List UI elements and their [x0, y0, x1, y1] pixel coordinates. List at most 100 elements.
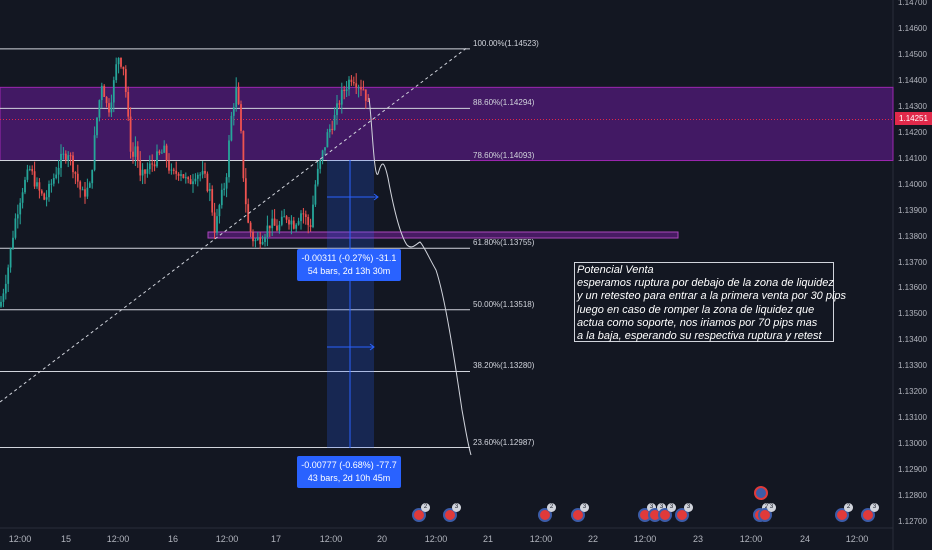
candle-body	[220, 189, 223, 206]
candle-body	[290, 220, 293, 225]
candle-body	[259, 237, 262, 245]
candle-body	[45, 197, 48, 200]
price-tick-label: 1.14200	[898, 127, 927, 137]
price-tick-label: 1.14400	[898, 75, 927, 85]
price-tick-label: 1.13000	[898, 439, 927, 449]
candle-body	[7, 267, 10, 284]
support-zone	[207, 231, 679, 239]
price-tick-label: 1.13500	[898, 309, 927, 319]
candle-body	[230, 115, 233, 141]
price-tick-label: 1.14100	[898, 153, 927, 163]
candle-body	[316, 168, 319, 185]
candle-body	[314, 184, 317, 205]
event-count-badge: 3	[667, 503, 676, 512]
candle-body	[84, 189, 86, 197]
candle-body	[122, 66, 125, 70]
candle-body	[43, 193, 46, 200]
candle-body	[14, 218, 17, 238]
candle-body	[170, 169, 173, 171]
candle-body	[283, 216, 286, 218]
price-tick-label: 1.13300	[898, 361, 927, 371]
candle-body	[127, 92, 130, 117]
candle-body	[309, 225, 312, 228]
candle-body	[340, 89, 343, 105]
price-tick-label: 1.12900	[898, 465, 927, 475]
candle-body	[266, 225, 269, 238]
candle-body	[81, 189, 84, 191]
candle-body	[276, 225, 278, 231]
price-tick-label: 1.12800	[898, 491, 927, 501]
candle-body	[237, 86, 240, 105]
candle-body	[57, 167, 60, 175]
measure-box-first[interactable]: -0.00311 (-0.27%) -31.1 54 bars, 2d 13h …	[297, 249, 401, 281]
candle-body	[69, 155, 72, 157]
time-tick-label: 12:00	[8, 534, 32, 544]
candle-body	[216, 216, 218, 233]
candle-body	[297, 221, 300, 225]
candle-body	[247, 204, 250, 223]
candle-body	[31, 168, 34, 172]
candle-body	[288, 219, 290, 225]
candle-body	[100, 85, 103, 101]
drawing-overlay	[0, 46, 472, 456]
candle-body	[36, 182, 38, 187]
price-tick-label: 1.13800	[898, 231, 927, 241]
event-count-badge: 2	[844, 503, 853, 512]
candle-body	[331, 128, 334, 130]
candle-body	[0, 301, 2, 307]
candle-body	[105, 96, 108, 104]
liquidity-zones	[0, 86, 894, 239]
measure-box-second[interactable]: -0.00777 (-0.68%) -77.7 43 bars, 2d 10h …	[297, 456, 401, 488]
candle-body	[144, 169, 146, 174]
time-tick-label: 22	[587, 534, 599, 544]
event-count-badge: 3	[767, 503, 776, 512]
analysis-note[interactable]: Potencial Venta esperamos ruptura por de…	[574, 262, 847, 342]
candlestick-series	[0, 57, 370, 308]
candle-body	[24, 179, 26, 193]
candle-body	[328, 128, 331, 133]
candle-body	[172, 169, 175, 171]
candle-body	[12, 237, 14, 249]
price-tick-label: 1.13900	[898, 205, 927, 215]
candle-body	[129, 116, 132, 152]
candle-body	[108, 103, 110, 113]
candle-body	[196, 174, 199, 179]
candle-body	[60, 153, 62, 168]
candle-body	[249, 222, 252, 232]
price-tick-label: 1.14300	[898, 101, 927, 111]
candle-body	[52, 178, 55, 184]
note-line: y un retesteo para entrar a la primera v…	[577, 290, 847, 303]
price-tick-label: 1.14700	[898, 0, 927, 7]
candle-body	[55, 174, 58, 179]
event-marker-icon[interactable]	[754, 486, 768, 500]
candle-body	[67, 155, 70, 160]
candle-body	[72, 155, 74, 173]
fib-level-label: 50.00%(1.13518)	[473, 299, 535, 309]
candle-body	[367, 100, 370, 102]
price-tick-label: 1.13100	[898, 413, 927, 423]
candle-body	[187, 177, 190, 180]
candle-body	[312, 204, 314, 228]
fib-level-label: 38.20%(1.13280)	[473, 361, 535, 371]
candle-body	[48, 183, 50, 198]
candle-body	[148, 163, 151, 170]
candle-body	[182, 174, 185, 178]
candle-body	[98, 100, 101, 118]
time-tick-label: 12:00	[529, 534, 553, 544]
candle-body	[285, 216, 288, 220]
candle-body	[204, 170, 206, 174]
candle-body	[177, 173, 180, 176]
candle-body	[302, 213, 305, 215]
candle-body	[62, 153, 65, 155]
fib-level-label: 88.60%(1.14294)	[473, 98, 535, 108]
candle-body	[240, 104, 242, 131]
candle-body	[93, 135, 96, 170]
candle-body	[175, 170, 178, 174]
candle-body	[115, 64, 118, 81]
candle-body	[326, 132, 329, 148]
candle-body	[213, 212, 216, 233]
measure-change: -0.00311 (-0.27%) -31.1	[301, 253, 397, 263]
candle-body	[338, 103, 341, 105]
candle-body	[165, 145, 168, 161]
